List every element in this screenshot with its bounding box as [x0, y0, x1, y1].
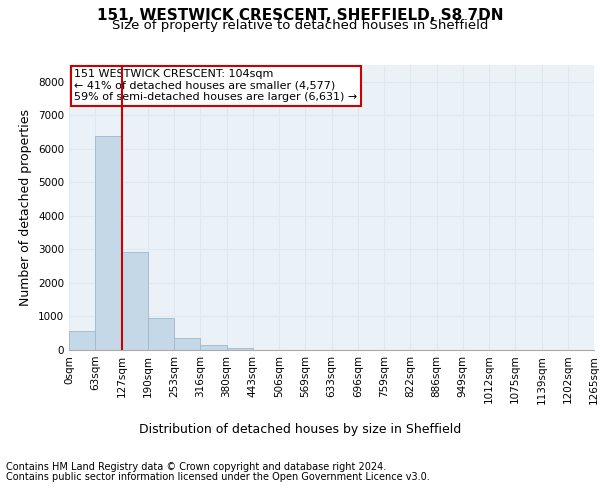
Bar	[148, 318, 174, 350]
Bar	[69, 330, 95, 350]
Text: Distribution of detached houses by size in Sheffield: Distribution of detached houses by size …	[139, 422, 461, 436]
Bar	[95, 136, 121, 350]
Bar	[121, 252, 148, 350]
Text: Size of property relative to detached houses in Sheffield: Size of property relative to detached ho…	[112, 19, 488, 32]
Text: Contains HM Land Registry data © Crown copyright and database right 2024.: Contains HM Land Registry data © Crown c…	[6, 462, 386, 472]
Bar	[174, 338, 200, 350]
Text: 151, WESTWICK CRESCENT, SHEFFIELD, S8 7DN: 151, WESTWICK CRESCENT, SHEFFIELD, S8 7D…	[97, 8, 503, 22]
Bar	[227, 348, 253, 350]
Y-axis label: Number of detached properties: Number of detached properties	[19, 109, 32, 306]
Text: Contains public sector information licensed under the Open Government Licence v3: Contains public sector information licen…	[6, 472, 430, 482]
Text: 151 WESTWICK CRESCENT: 104sqm
← 41% of detached houses are smaller (4,577)
59% o: 151 WESTWICK CRESCENT: 104sqm ← 41% of d…	[74, 70, 358, 102]
Bar	[200, 346, 227, 350]
